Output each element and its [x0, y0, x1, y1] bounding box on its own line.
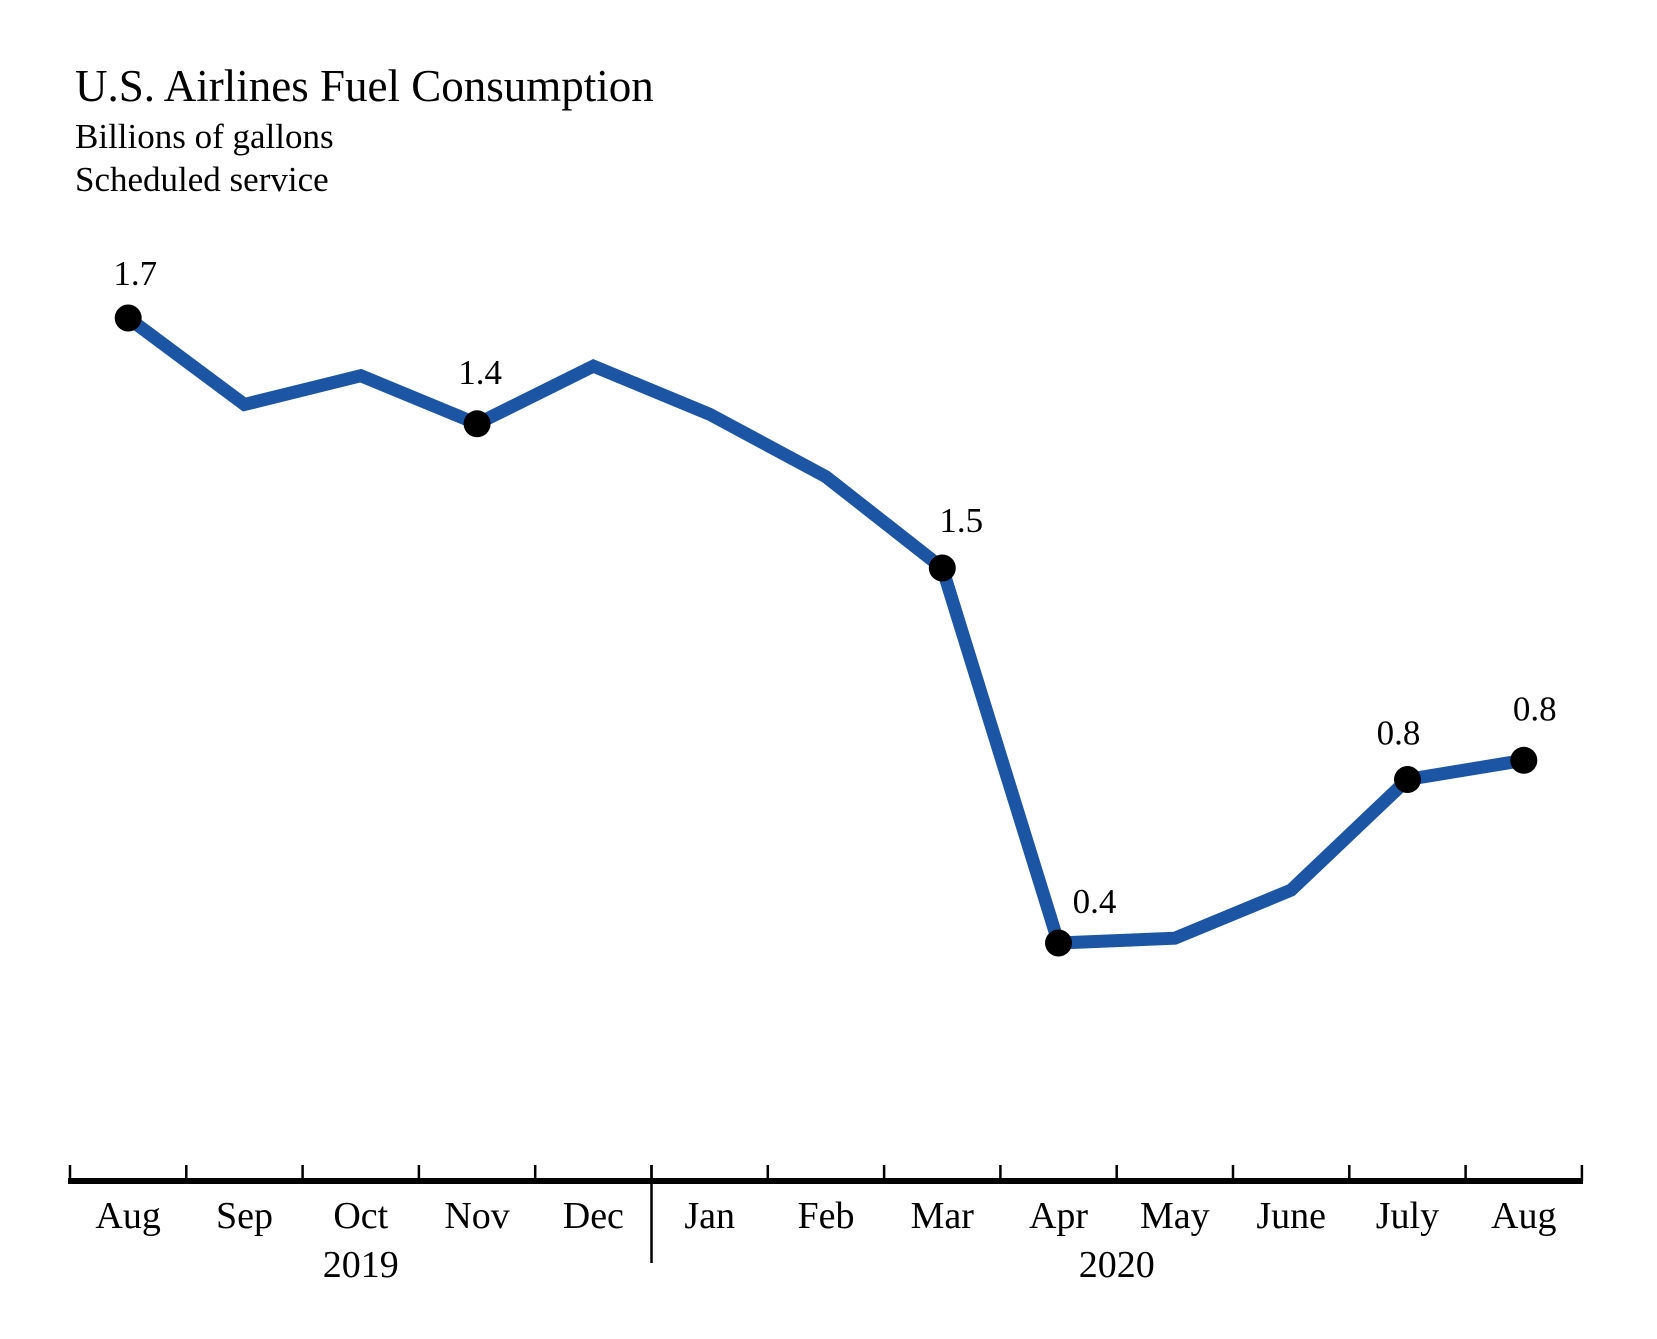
- data-point-label: 0.8: [1513, 689, 1557, 728]
- chart-service-subtitle: Scheduled service: [75, 160, 329, 199]
- x-tick-label: Aug: [95, 1195, 160, 1237]
- data-label-layer: 1.7 1.4 1.5 0.4 0.8 0.8: [113, 254, 1556, 921]
- x-tick-label: Apr: [1029, 1195, 1088, 1237]
- data-point-marker: [1045, 929, 1072, 957]
- x-tick-label: Oct: [333, 1195, 388, 1237]
- x-tick-label: Mar: [911, 1195, 975, 1237]
- data-point-label: 0.4: [1073, 882, 1117, 921]
- data-point-marker: [114, 304, 142, 332]
- x-tick-label: Nov: [444, 1195, 509, 1237]
- data-point-marker: [1510, 746, 1538, 774]
- data-point-label: 0.8: [1377, 714, 1421, 753]
- data-point-marker: [928, 554, 956, 582]
- x-axis: Aug Sep Oct Nov Dec Jan Feb Mar Apr May June July Au…: [68, 1165, 1584, 1286]
- data-point-label: 1.5: [939, 501, 983, 540]
- fuel-consumption-line: [124, 312, 1525, 950]
- x-tick-label: Jan: [684, 1195, 735, 1237]
- chart-title: U.S. Airlines Fuel Consumption: [75, 61, 654, 111]
- x-tick-label: Sep: [216, 1195, 273, 1237]
- x-tick-label: Feb: [797, 1195, 854, 1237]
- x-tick-label: June: [1256, 1195, 1326, 1237]
- data-point-marker: [463, 410, 491, 438]
- data-point-label: 1.7: [113, 254, 157, 293]
- data-point-label: 1.4: [458, 353, 502, 392]
- year-label-2019: 2019: [323, 1244, 399, 1286]
- year-label-2020: 2020: [1079, 1244, 1155, 1286]
- x-tick-label: Dec: [563, 1195, 624, 1237]
- x-tick-label: Aug: [1491, 1195, 1556, 1237]
- x-tick-label: May: [1140, 1195, 1210, 1237]
- x-tick-label: July: [1376, 1195, 1439, 1237]
- chart-units-subtitle: Billions of gallons: [75, 117, 334, 156]
- data-line-layer: [114, 304, 1538, 957]
- data-point-marker: [1394, 766, 1421, 793]
